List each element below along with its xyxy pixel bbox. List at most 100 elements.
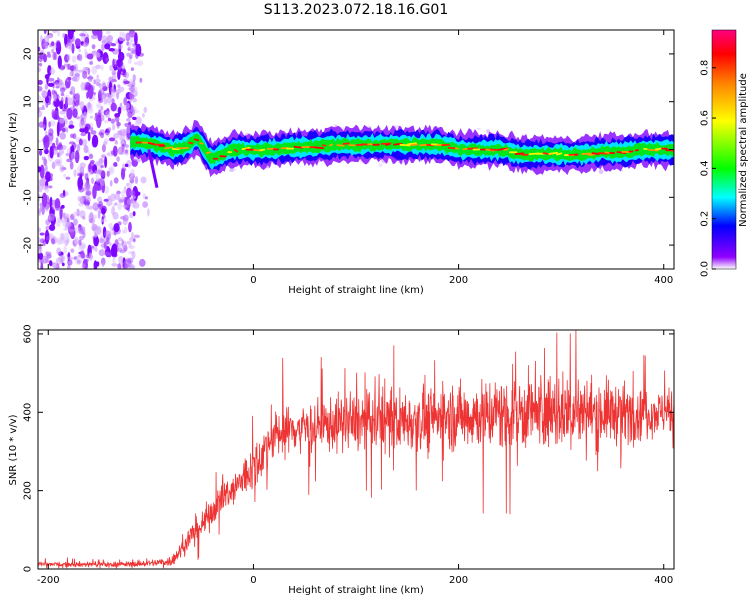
noise-blob [113, 177, 119, 184]
noise-blob [130, 67, 135, 71]
noise-blob [54, 52, 58, 60]
noise-blob [72, 211, 78, 218]
noise-blob [41, 255, 48, 264]
noise-blob [100, 64, 104, 71]
noise-blob [41, 156, 46, 161]
noise-blob [59, 110, 66, 115]
trace-core [503, 148, 509, 151]
trace-core [199, 142, 204, 145]
noise-blob [101, 43, 105, 52]
noise-blob [93, 51, 101, 58]
noise-blob [129, 212, 134, 219]
snr-plot-area [38, 330, 674, 569]
noise-blob [71, 55, 77, 63]
noise-blob [75, 92, 80, 101]
spectrogram-y-tick-label: 10 [23, 95, 34, 108]
noise-blob [43, 35, 50, 45]
noise-blob [63, 63, 68, 67]
noise-blob [124, 163, 129, 168]
noise-blob [127, 111, 133, 119]
noise-blob [79, 235, 84, 241]
noise-blob [80, 82, 86, 91]
noise-blob [78, 211, 83, 215]
noise-blob [87, 163, 92, 173]
noise-blob [126, 34, 131, 39]
noise-blob [51, 238, 56, 245]
noise-blob [88, 254, 94, 260]
noise-blob [40, 262, 44, 269]
noise-blob [107, 117, 112, 122]
noise-blob [128, 221, 132, 233]
noise-blob [72, 108, 78, 118]
figure-title: S113.2023.072.18.16.G01 [264, 2, 449, 18]
noise-blob [74, 236, 78, 245]
noise-blob [95, 173, 99, 183]
noise-blob [54, 159, 61, 164]
noise-blob [126, 52, 131, 57]
noise-blob [63, 227, 69, 231]
noise-blob [131, 232, 134, 238]
noise-blob [82, 42, 89, 48]
noise-blob [109, 242, 112, 247]
noise-blob [79, 121, 86, 129]
noise-blob [74, 72, 81, 78]
trace-core [489, 148, 500, 151]
noise-blob [55, 137, 59, 146]
trace-core [393, 142, 403, 146]
noise-blob [120, 168, 126, 180]
noise-blob [87, 74, 93, 82]
noise-blob [105, 110, 111, 119]
trace-core [293, 145, 304, 149]
noise-blob [101, 262, 105, 268]
snr-x-tick-label: 200 [449, 575, 468, 586]
noise-blob [98, 201, 104, 210]
noise-blob [110, 193, 116, 202]
noise-blob [85, 190, 92, 196]
noise-blob [79, 127, 86, 133]
noise-blob [59, 132, 67, 140]
noise-blob [118, 34, 125, 42]
noise-blob [60, 92, 65, 97]
noise-blob [129, 264, 136, 269]
noise-blob [117, 146, 124, 155]
noise-blob [78, 239, 82, 246]
noise-blob [87, 107, 94, 114]
noise-blob [113, 58, 117, 67]
trace-halo-dot [229, 168, 235, 173]
noise-blob [113, 161, 118, 167]
noise-blob [82, 70, 88, 79]
noise-blob [91, 223, 98, 232]
noise-blob [56, 30, 61, 37]
noise-blob [39, 202, 43, 212]
noise-blob [104, 92, 111, 98]
noise-blob [73, 143, 77, 148]
noise-blob [100, 154, 106, 159]
noise-blob [112, 256, 116, 266]
noise-blob [85, 82, 91, 91]
noise-blob [83, 145, 89, 154]
noise-blob [107, 127, 112, 132]
noise-blob [110, 102, 117, 112]
snr-y-tick-label: 600 [23, 324, 34, 343]
noise-blob [129, 87, 136, 93]
noise-blob [94, 113, 98, 117]
noise-blob [44, 164, 48, 172]
noise-blob [108, 48, 116, 52]
noise-blob [119, 128, 126, 137]
noise-blob [103, 141, 108, 146]
noise-blob [70, 86, 76, 95]
trace-core [467, 147, 478, 150]
noise-blob [97, 109, 102, 118]
noise-blob [131, 250, 136, 260]
noise-blob [97, 97, 104, 104]
noise-blob [119, 249, 126, 254]
spectrogram-x-tick-label: -200 [37, 275, 60, 286]
noise-blob [103, 120, 109, 124]
noise-blob [78, 228, 84, 235]
noise-blob [98, 88, 105, 96]
noise-blob [58, 148, 65, 155]
noise-blob [107, 195, 111, 201]
noise-blob [85, 180, 90, 189]
spectrogram-y-tick-label: 0 [23, 146, 34, 152]
noise-blob [59, 218, 66, 223]
